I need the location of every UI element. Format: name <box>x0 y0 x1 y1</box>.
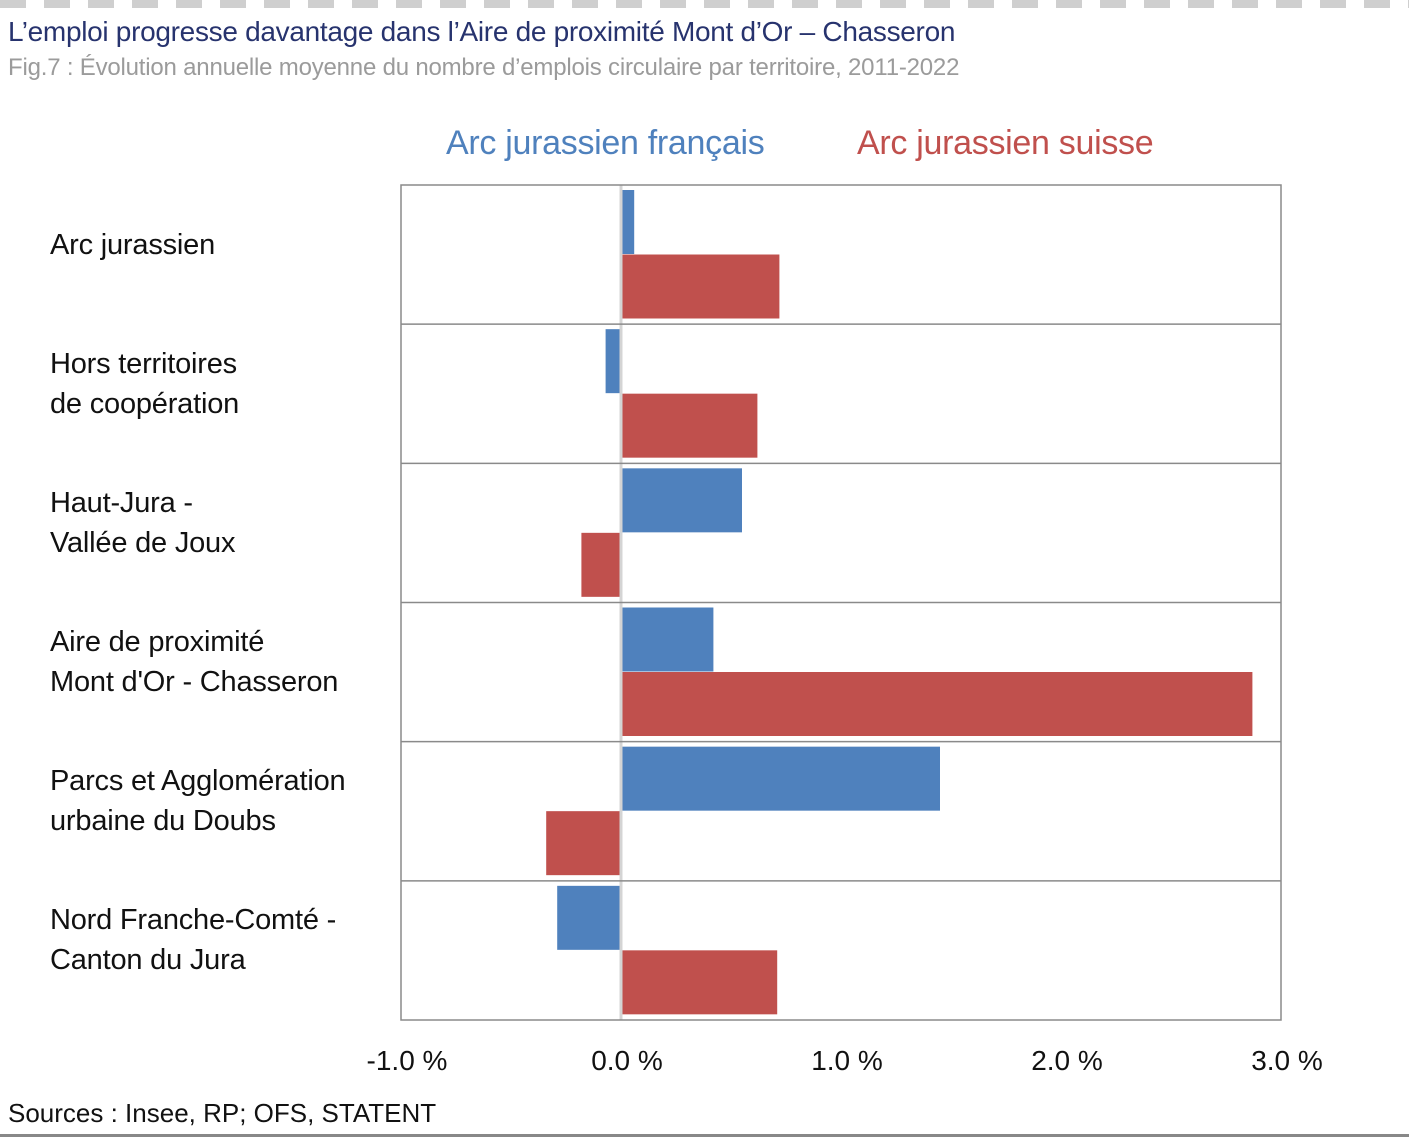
decorative-dashed-border <box>0 0 1409 8</box>
source-note: Sources : Insee, RP; OFS, STATENT <box>8 1098 437 1128</box>
chart-title: L’emploi progresse davantage dans l’Aire… <box>8 16 956 47</box>
x-tick-label: 1.0 % <box>811 1045 883 1076</box>
bar-fr-3 <box>621 607 714 672</box>
bar-ch-3 <box>621 672 1253 736</box>
x-tick-label: -1.0 % <box>366 1045 448 1076</box>
bar-fr-2 <box>621 468 742 533</box>
category-label: Haut-Jura - Vallée de Joux <box>50 486 236 559</box>
x-tick-label: 2.0 % <box>1031 1045 1103 1076</box>
plot-frame <box>400 184 1282 1021</box>
category-label: Arc jurassien <box>50 228 216 261</box>
bar-ch-5 <box>621 950 778 1015</box>
bar-ch-2 <box>581 532 621 597</box>
x-tick-label: 0.0 % <box>591 1045 663 1076</box>
bar-fr-5 <box>557 885 621 950</box>
bar-ch-4 <box>546 811 621 876</box>
category-label: Parcs et Agglomération urbaine du Doubs <box>50 765 346 838</box>
bar-fr-0 <box>621 190 635 254</box>
bar-fr-4 <box>621 746 940 811</box>
chart-subtitle: Fig.7 : Évolution annuelle moyenne du no… <box>8 54 960 81</box>
category-label: Nord Franche-Comté - Canton du Jura <box>50 904 337 977</box>
bar-ch-1 <box>621 393 758 458</box>
legend-item-arc-jurassien-francais: Arc jurassien français <box>446 124 765 162</box>
bar-fr-1 <box>605 329 621 394</box>
bar-ch-0 <box>621 254 780 319</box>
x-tick-label: 3.0 % <box>1251 1045 1323 1076</box>
bottom-rule <box>0 1134 1409 1137</box>
legend-item-arc-jurassien-suisse: Arc jurassien suisse <box>857 124 1154 162</box>
category-label: Aire de proximité Mont d'Or - Chasseron <box>50 626 339 699</box>
category-label: Hors territoires de coopération <box>50 347 240 420</box>
